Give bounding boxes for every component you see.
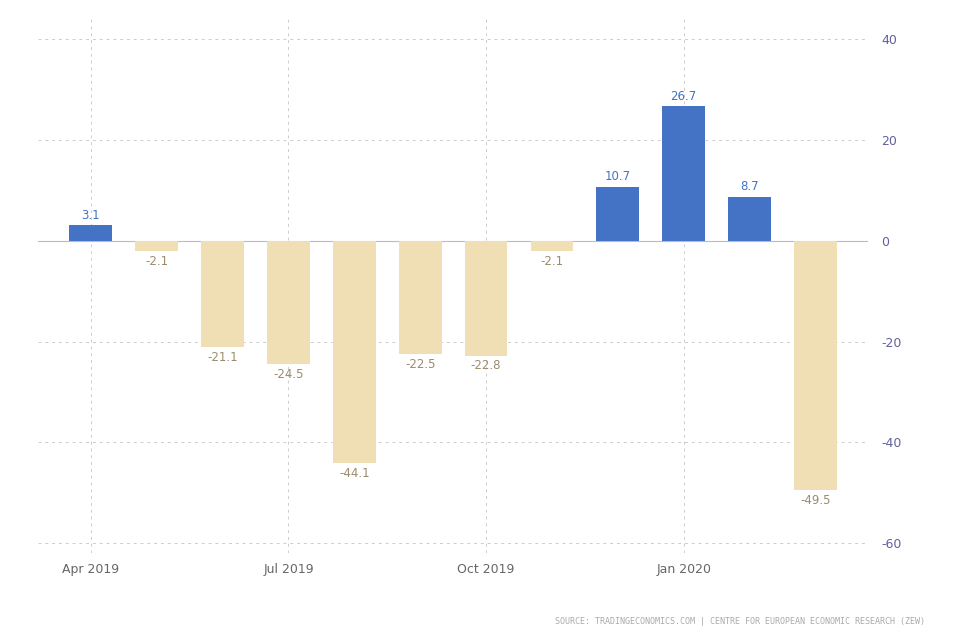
Text: -24.5: -24.5 [273,368,303,381]
Text: 3.1: 3.1 [81,209,100,222]
Text: 26.7: 26.7 [670,90,696,103]
Text: -44.1: -44.1 [338,467,369,480]
Bar [135,241,178,251]
Text: -22.5: -22.5 [404,358,435,371]
Bar [530,241,573,251]
Text: -22.8: -22.8 [471,359,501,372]
Text: 10.7: 10.7 [604,170,630,183]
Text: -21.1: -21.1 [207,350,237,364]
Text: -2.1: -2.1 [145,255,168,268]
Text: 8.7: 8.7 [740,181,758,193]
Bar [464,241,507,356]
Text: -2.1: -2.1 [539,255,563,268]
Bar [793,241,836,490]
Text: -49.5: -49.5 [800,494,830,507]
Bar [333,241,375,463]
Bar [267,241,310,364]
Bar [70,225,112,241]
Bar [398,241,441,354]
Bar [661,106,704,241]
Bar [727,197,770,241]
Text: SOURCE: TRADINGECONOMICS.COM | CENTRE FOR EUROPEAN ECONOMIC RESEARCH (ZEW): SOURCE: TRADINGECONOMICS.COM | CENTRE FO… [555,618,924,626]
Bar [201,241,244,347]
Bar [596,187,639,241]
